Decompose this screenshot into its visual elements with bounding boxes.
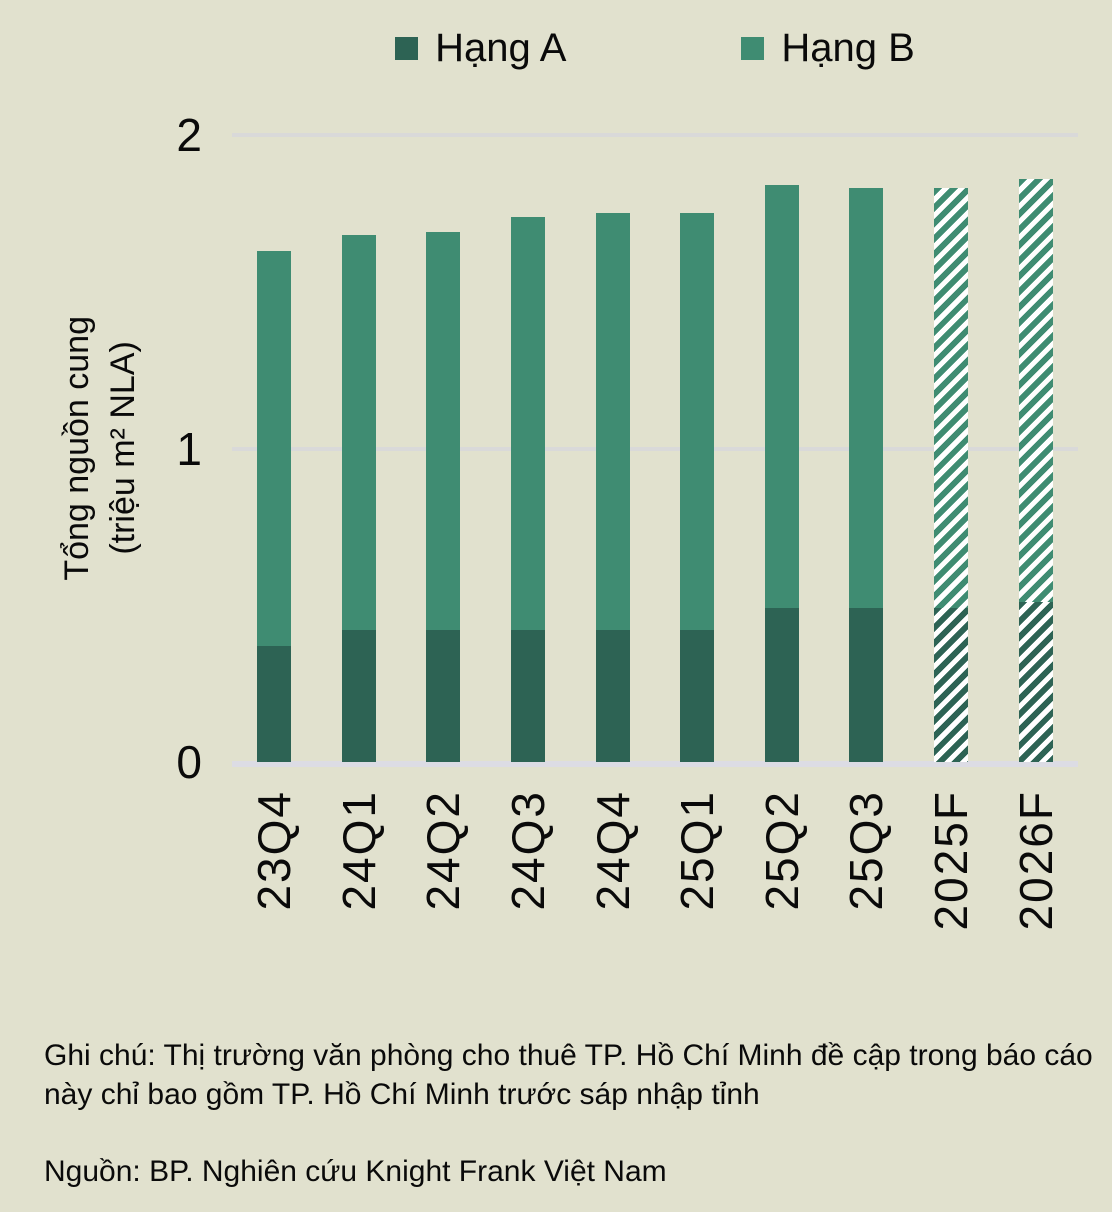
bar-segment-23Q4-hạng-b bbox=[257, 251, 292, 647]
x-tick-label-25Q2: 25Q2 bbox=[755, 790, 808, 911]
stacked-bar-24Q4 bbox=[595, 213, 630, 762]
bars-layer: 23Q4 24Q1 24Q2 24Q3 24Q4 25Q1 25Q2 25Q3 2025F 202… bbox=[232, 135, 1078, 930]
bar-slot-23Q4: 23Q4 bbox=[232, 135, 317, 911]
bar-slot-2025F: 2025F bbox=[909, 135, 994, 930]
gridline-y-2 bbox=[232, 133, 1078, 137]
bar-segment-2025F-hạng-a bbox=[934, 608, 969, 762]
bar-segment-25Q2-hạng-b bbox=[764, 185, 799, 609]
bar-segment-25Q1-hạng-a bbox=[680, 630, 715, 762]
bar-segment-25Q1-hạng-b bbox=[680, 213, 715, 631]
bar-segment-24Q4-hạng-b bbox=[595, 213, 630, 631]
stacked-bar-24Q2 bbox=[426, 232, 461, 762]
y-tick-label-0: 0 bbox=[176, 736, 202, 788]
chart-legend: Hạng A Hạng B bbox=[232, 28, 1078, 68]
y-tick-label-1: 1 bbox=[176, 422, 202, 475]
x-tick-label-24Q2: 24Q2 bbox=[417, 790, 470, 911]
stacked-bar-2026F bbox=[1018, 178, 1053, 762]
legend-label-hang-b: Hạng B bbox=[781, 26, 915, 70]
bar-segment-25Q2-hạng-a bbox=[764, 608, 799, 762]
bar-segment-24Q2-hạng-a bbox=[426, 630, 461, 762]
stacked-bar-25Q1 bbox=[680, 213, 715, 762]
chart-note: Ghi chú: Thị trường văn phòng cho thuê T… bbox=[44, 1039, 1093, 1111]
stacked-bar-25Q2 bbox=[764, 185, 799, 762]
x-tick-label-2026F: 2026F bbox=[1009, 790, 1062, 931]
bar-slot-24Q1: 24Q1 bbox=[317, 135, 402, 911]
gridline-y-1 bbox=[232, 446, 1078, 451]
bar-slot-25Q2: 25Q2 bbox=[740, 135, 825, 911]
x-tick-label-25Q3: 25Q3 bbox=[840, 790, 893, 911]
chart-source: Nguồn: BP. Nghiên cứu Knight Frank Việt … bbox=[44, 1155, 667, 1188]
stacked-bar-24Q1 bbox=[341, 235, 376, 762]
bar-segment-2026F-hạng-b bbox=[1018, 178, 1053, 603]
bar-slot-24Q4: 24Q4 bbox=[570, 135, 655, 911]
bar-segment-24Q3-hạng-a bbox=[511, 630, 546, 762]
legend-item-hang-b: Hạng B bbox=[741, 26, 915, 70]
legend-item-hang-a: Hạng A bbox=[395, 28, 566, 68]
x-tick-label-24Q1: 24Q1 bbox=[332, 790, 385, 911]
bar-segment-24Q2-hạng-b bbox=[426, 232, 461, 631]
x-tick-label-23Q4: 23Q4 bbox=[248, 790, 301, 911]
bar-segment-2025F-hạng-b bbox=[934, 188, 969, 609]
bar-slot-24Q2: 24Q2 bbox=[401, 135, 486, 911]
y-tick-label-2: 2 bbox=[176, 109, 202, 161]
legend-swatch-hang-a-icon bbox=[395, 36, 419, 60]
bar-slot-24Q3: 24Q3 bbox=[486, 135, 571, 911]
stacked-bar-23Q4 bbox=[257, 251, 292, 762]
bar-segment-25Q3-hạng-b bbox=[849, 188, 884, 609]
x-tick-label-2025F: 2025F bbox=[925, 790, 978, 931]
bar-segment-23Q4-hạng-a bbox=[257, 646, 292, 762]
bar-segment-24Q3-hạng-b bbox=[511, 216, 546, 631]
bar-segment-2026F-hạng-a bbox=[1018, 602, 1053, 762]
x-tick-label-24Q4: 24Q4 bbox=[586, 790, 639, 911]
bar-segment-24Q1-hạng-a bbox=[341, 630, 376, 762]
bar-slot-25Q3: 25Q3 bbox=[824, 135, 909, 911]
stacked-bar-25Q3 bbox=[849, 188, 884, 762]
bar-segment-25Q3-hạng-a bbox=[849, 608, 884, 762]
stacked-bar-2025F bbox=[934, 188, 969, 762]
plot-area: 0 1 2 23Q4 24Q1 24Q2 24Q3 24Q4 25Q1 25Q2 25Q3 2025F… bbox=[176, 109, 1078, 930]
bar-slot-2026F: 2026F bbox=[993, 135, 1078, 930]
x-axis-baseline bbox=[232, 761, 1078, 767]
bar-slot-25Q1: 25Q1 bbox=[655, 135, 740, 911]
x-tick-label-24Q3: 24Q3 bbox=[502, 790, 555, 911]
legend-label-hang-a: Hạng A bbox=[435, 26, 567, 70]
bar-segment-24Q1-hạng-b bbox=[341, 235, 376, 631]
legend-swatch-hang-b-icon bbox=[741, 36, 765, 60]
x-tick-label-25Q1: 25Q1 bbox=[671, 790, 724, 911]
stacked-bar-24Q3 bbox=[511, 216, 546, 762]
bar-segment-24Q4-hạng-a bbox=[595, 630, 630, 762]
